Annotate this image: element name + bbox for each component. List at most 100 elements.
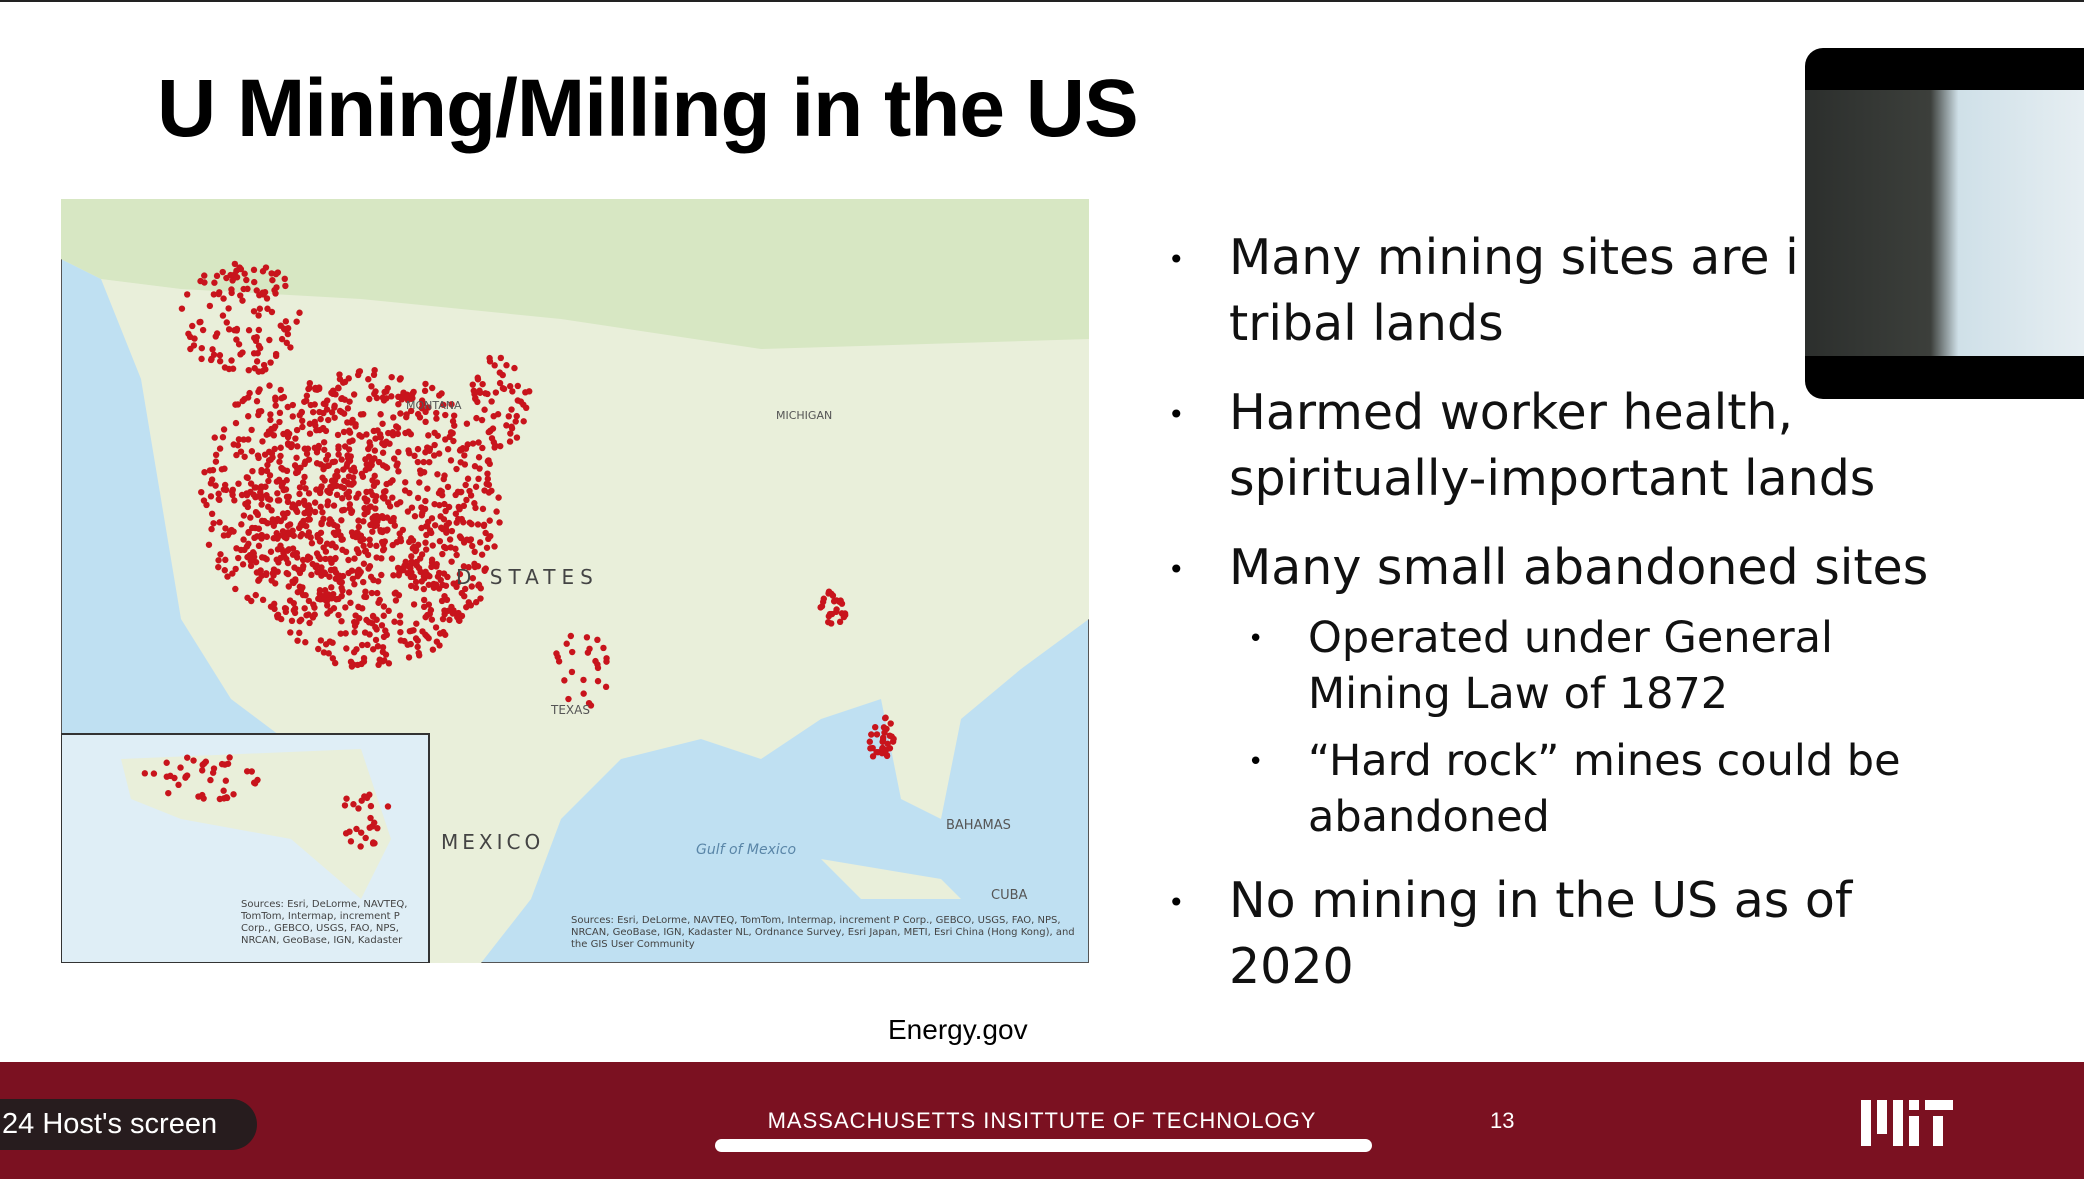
mine-dot — [229, 491, 236, 499]
mine-dot — [428, 616, 436, 623]
mine-dot — [245, 366, 252, 374]
mine-dot — [484, 390, 491, 398]
mine-dot — [290, 579, 297, 587]
mine-dot — [201, 468, 208, 476]
mine-dot — [339, 536, 346, 543]
mine-dot — [583, 634, 591, 641]
mine-dot — [322, 548, 330, 555]
mine-dot — [216, 795, 224, 803]
mine-dot — [406, 449, 413, 457]
bullet-dot: • — [1168, 398, 1185, 431]
mine-dot — [360, 578, 367, 586]
mine-dot — [249, 467, 256, 475]
mine-dot — [221, 567, 228, 574]
scrollbar[interactable] — [715, 1139, 1372, 1152]
mine-dot — [342, 830, 350, 837]
slide-title: U Mining/Milling in the US — [157, 63, 1139, 154]
mine-dot — [207, 480, 215, 487]
mine-dot — [370, 482, 378, 490]
mine-dot — [325, 489, 332, 496]
mine-dot — [273, 478, 281, 485]
mine-dot — [301, 460, 308, 468]
mine-dot — [256, 344, 264, 352]
mine-dot — [474, 398, 481, 406]
mine-dot — [341, 443, 349, 450]
mine-dot — [420, 596, 428, 604]
mine-dot — [286, 521, 294, 528]
mine-dot — [422, 568, 429, 575]
mine-dot — [415, 649, 422, 657]
mine-dot — [479, 505, 487, 513]
mine-dot — [592, 657, 599, 665]
mine-dot — [383, 464, 391, 471]
mine-dot — [555, 658, 563, 665]
mine-dot — [341, 396, 348, 403]
mine-dot — [397, 410, 404, 417]
mine-dot — [403, 413, 410, 421]
mine-dot — [241, 270, 248, 277]
mine-dot — [421, 387, 429, 395]
mine-dot — [414, 410, 422, 418]
mine-dot — [485, 535, 492, 543]
mine-dot — [454, 579, 462, 586]
mine-dot — [311, 401, 318, 408]
mine-dot — [272, 290, 279, 297]
mine-dot — [438, 597, 446, 605]
mine-dot — [352, 533, 360, 541]
mine-dot — [381, 657, 388, 664]
mine-dot — [184, 754, 191, 761]
mine-dot — [417, 568, 424, 576]
mine-dot — [450, 607, 457, 614]
mine-dot — [825, 588, 833, 595]
screen-share-label[interactable]: 24 Host's screen — [0, 1099, 257, 1150]
mine-dot — [261, 451, 269, 458]
mine-dot — [435, 450, 443, 457]
mine-dot — [602, 683, 610, 691]
mine-dot — [243, 768, 251, 775]
mine-dot — [436, 501, 443, 509]
mine-dot — [256, 305, 264, 312]
mine-dot — [418, 504, 425, 511]
mine-dot — [379, 648, 387, 656]
mine-dot — [406, 489, 413, 497]
mine-dot — [472, 599, 480, 606]
mine-dot — [230, 441, 237, 448]
mine-dot — [244, 474, 252, 482]
mine-dot — [474, 376, 482, 383]
mine-dot — [873, 731, 881, 738]
mine-dot — [279, 528, 287, 535]
mine-dot — [334, 431, 342, 439]
mine-dot — [825, 618, 832, 626]
mine-dot — [395, 448, 402, 456]
mine-dot — [418, 405, 426, 412]
mine-dot — [216, 358, 224, 365]
mine-dot — [229, 365, 237, 372]
mine-dot — [463, 496, 470, 504]
mine-dot — [296, 617, 303, 625]
mine-dot — [223, 319, 230, 326]
mine-dot — [335, 385, 342, 392]
mine-dot — [212, 458, 220, 465]
mine-dot — [217, 551, 224, 558]
mine-dot — [320, 649, 328, 656]
mine-dot — [238, 521, 245, 528]
mine-dot — [465, 564, 472, 571]
mine-dot — [509, 388, 516, 395]
mine-dot — [233, 545, 240, 552]
mine-dot — [201, 272, 208, 279]
mine-dot — [269, 454, 276, 461]
mine-dot — [379, 449, 387, 456]
mine-dot — [414, 458, 422, 466]
mine-dot — [383, 527, 391, 534]
mine-dot — [362, 588, 369, 595]
mine-dot — [471, 390, 478, 398]
mine-dot — [447, 457, 455, 464]
mine-dot — [274, 611, 282, 619]
mine-dot — [291, 462, 299, 469]
mine-dot — [879, 736, 887, 744]
mine-dot — [293, 426, 301, 434]
video-thumbnail[interactable] — [1805, 48, 2084, 399]
mine-dot — [478, 416, 486, 424]
mine-dot — [428, 515, 436, 522]
mine-dot — [231, 260, 239, 268]
